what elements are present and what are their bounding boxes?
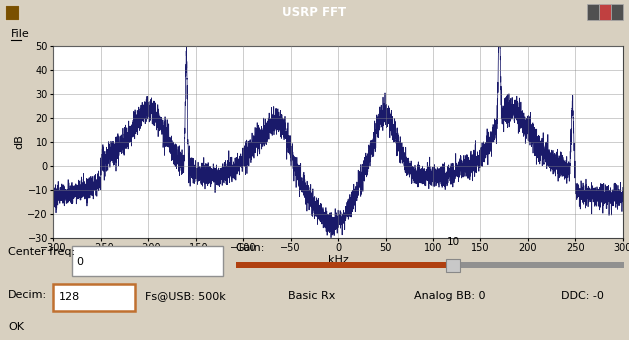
Bar [236, 262, 453, 268]
Bar [453, 262, 624, 268]
Text: 10: 10 [447, 237, 459, 247]
Y-axis label: dB: dB [14, 134, 25, 149]
Bar [611, 4, 623, 20]
Text: 0: 0 [77, 257, 84, 267]
Text: Decim:: Decim: [8, 290, 47, 300]
Text: Basic Rx: Basic Rx [287, 291, 335, 301]
Text: Analog BB: 0: Analog BB: 0 [414, 291, 486, 301]
Text: DDC: -0: DDC: -0 [561, 291, 604, 301]
Text: Fs@USB: 500k: Fs@USB: 500k [145, 291, 226, 301]
Bar [599, 4, 611, 20]
Text: File: File [11, 29, 30, 39]
Bar [5, 5, 19, 20]
Bar [72, 246, 223, 276]
Text: Center freq:: Center freq: [8, 247, 75, 257]
Bar [446, 259, 460, 272]
Bar [587, 4, 599, 20]
X-axis label: kHz: kHz [328, 255, 348, 265]
Text: USRP FFT: USRP FFT [282, 6, 347, 19]
Text: 128: 128 [58, 292, 80, 302]
Bar [53, 284, 135, 311]
Text: Gain:: Gain: [236, 243, 265, 253]
Text: OK: OK [9, 322, 25, 332]
